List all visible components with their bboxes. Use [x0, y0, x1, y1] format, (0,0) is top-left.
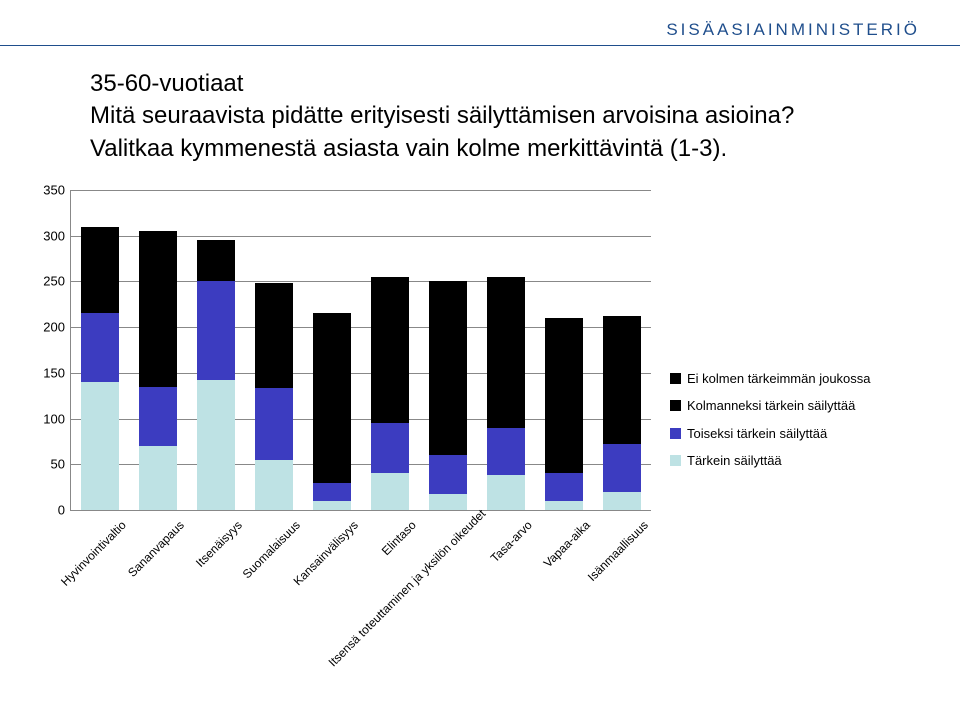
- org-logo-text: SISÄASIAINMINISTERIÖ: [666, 20, 920, 40]
- bar-segment: [81, 227, 119, 314]
- bar-segment: [371, 368, 409, 423]
- bar-segment: [429, 494, 467, 510]
- bar-segment: [139, 387, 177, 446]
- bar-segment: [371, 423, 409, 473]
- header-divider: [0, 45, 960, 46]
- bar: [371, 277, 409, 510]
- bar-segment: [139, 231, 177, 345]
- legend-item: Tärkein säilyttää: [670, 447, 871, 474]
- legend-label: Ei kolmen tärkeimmän joukossa: [687, 365, 871, 392]
- bar: [197, 240, 235, 510]
- chart-container: 050100150200250300350HyvinvointivaltioSa…: [70, 190, 890, 640]
- bar-segment: [255, 283, 293, 388]
- y-tick-label: 0: [29, 503, 65, 518]
- bar: [313, 313, 351, 510]
- bar: [603, 316, 641, 510]
- page-title: 35-60-vuotiaat Mitä seuraavista pidätte …: [90, 68, 850, 165]
- title-line-1: 35-60-vuotiaat: [90, 68, 850, 100]
- plot-area: 050100150200250300350HyvinvointivaltioSa…: [70, 190, 651, 511]
- bar-segment: [255, 388, 293, 459]
- bar: [81, 227, 119, 510]
- y-tick-label: 200: [29, 320, 65, 335]
- legend-swatch: [670, 373, 681, 384]
- bar-segment: [81, 382, 119, 510]
- bar-segment: [255, 460, 293, 510]
- bar-segment: [313, 501, 351, 510]
- bar: [487, 277, 525, 510]
- legend-swatch: [670, 400, 681, 411]
- legend-item: Ei kolmen tärkeimmän joukossa: [670, 365, 871, 392]
- bar-segment: [545, 473, 583, 500]
- y-tick-label: 350: [29, 183, 65, 198]
- bar-segment: [371, 277, 409, 368]
- y-tick-label: 300: [29, 228, 65, 243]
- legend-label: Tärkein säilyttää: [687, 447, 782, 474]
- bar: [139, 231, 177, 510]
- bar-segment: [313, 483, 351, 501]
- bar-segment: [487, 475, 525, 510]
- bar-segment: [313, 313, 351, 436]
- bar-segment: [197, 240, 235, 281]
- bar-segment: [429, 373, 467, 455]
- legend-label: Kolmanneksi tärkein säilyttää: [687, 392, 855, 419]
- grid-line: [71, 190, 651, 191]
- bar-segment: [139, 446, 177, 510]
- legend-label: Toiseksi tärkein säilyttää: [687, 420, 827, 447]
- bar-segment: [429, 455, 467, 493]
- bar: [429, 281, 467, 510]
- bar-segment: [313, 437, 351, 483]
- bar-segment: [545, 501, 583, 510]
- bar: [545, 318, 583, 510]
- y-tick-label: 250: [29, 274, 65, 289]
- y-tick-label: 150: [29, 365, 65, 380]
- bar-segment: [603, 492, 641, 510]
- legend-item: Kolmanneksi tärkein säilyttää: [670, 392, 871, 419]
- bar-segment: [81, 313, 119, 382]
- bar-segment: [487, 428, 525, 476]
- legend-swatch: [670, 428, 681, 439]
- title-line-2: Mitä seuraavista pidätte erityisesti säi…: [90, 100, 850, 165]
- y-tick-label: 50: [29, 457, 65, 472]
- bar-segment: [197, 281, 235, 380]
- bar-segment: [545, 446, 583, 473]
- bar-segment: [197, 380, 235, 510]
- bar-segment: [603, 316, 641, 444]
- bar: [255, 283, 293, 510]
- bar-segment: [487, 368, 525, 427]
- bar-segment: [603, 444, 641, 492]
- legend: Ei kolmen tärkeimmän joukossaKolmanneksi…: [670, 365, 871, 474]
- bar-segment: [139, 345, 177, 386]
- legend-swatch: [670, 455, 681, 466]
- bar-segment: [545, 318, 583, 446]
- bar-segment: [429, 281, 467, 372]
- bar-segment: [371, 473, 409, 510]
- bar-segment: [487, 277, 525, 368]
- y-tick-label: 100: [29, 411, 65, 426]
- legend-item: Toiseksi tärkein säilyttää: [670, 420, 871, 447]
